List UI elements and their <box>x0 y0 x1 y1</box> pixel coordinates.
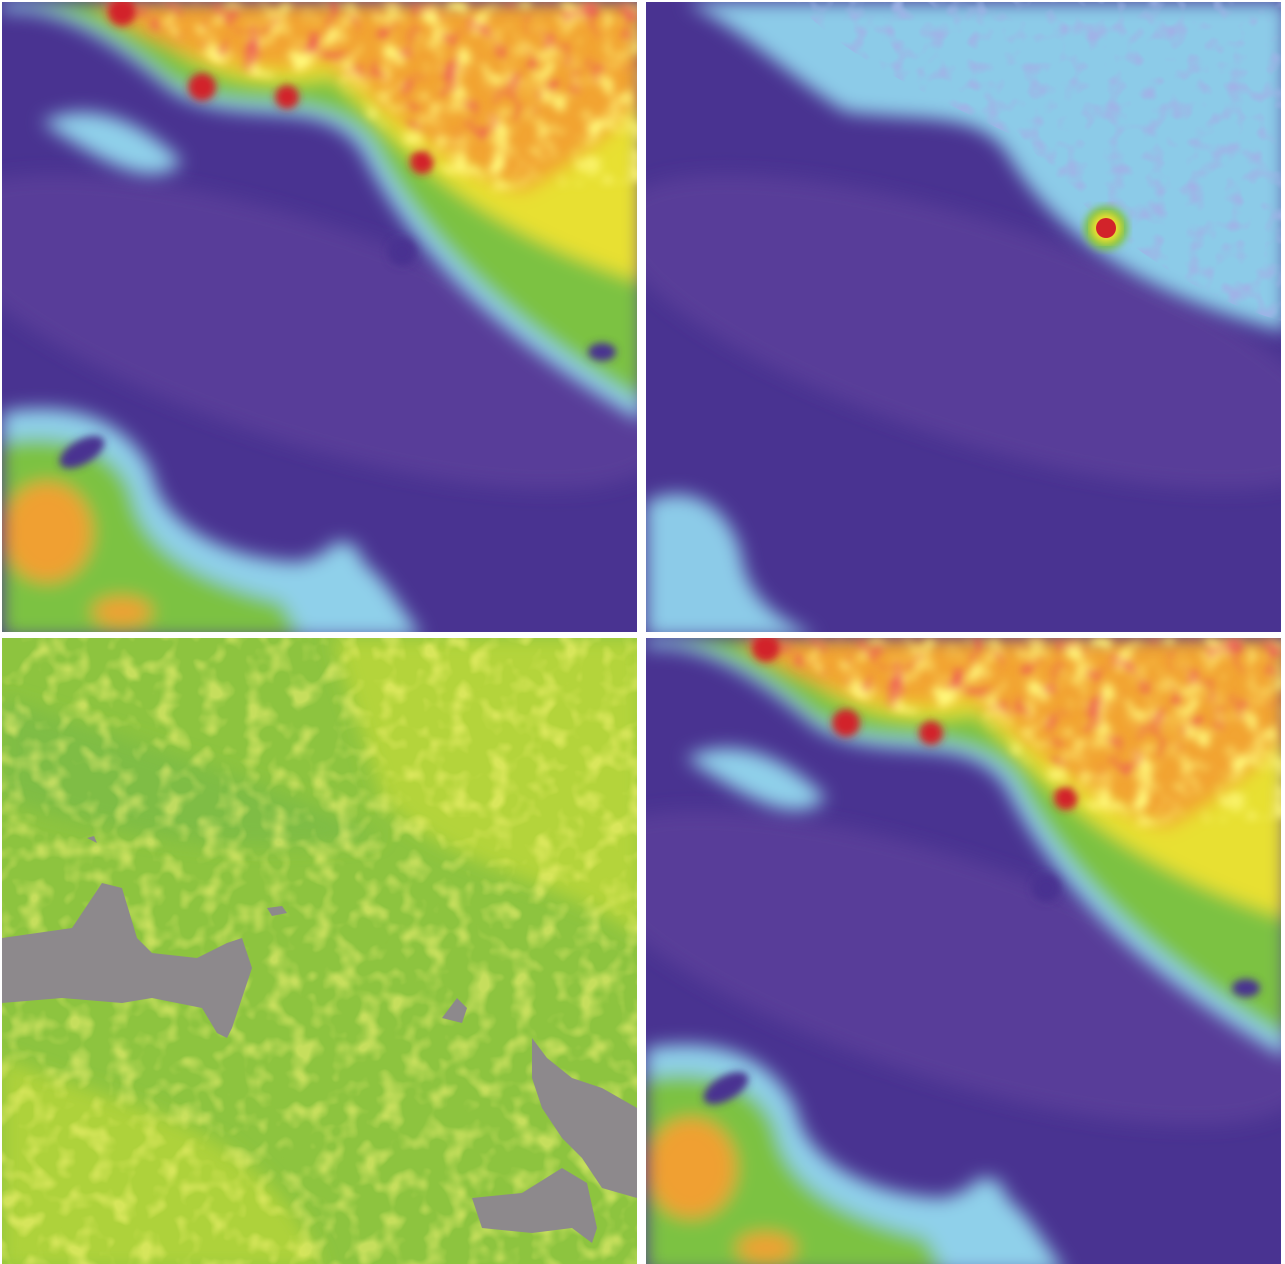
heatmap-panel <box>2 638 642 1264</box>
heatmap-panel <box>581 2 1285 637</box>
heatmap-panel <box>551 634 1285 1264</box>
heatmap-panel <box>0 0 697 637</box>
heatmap-grid <box>0 0 1285 1264</box>
